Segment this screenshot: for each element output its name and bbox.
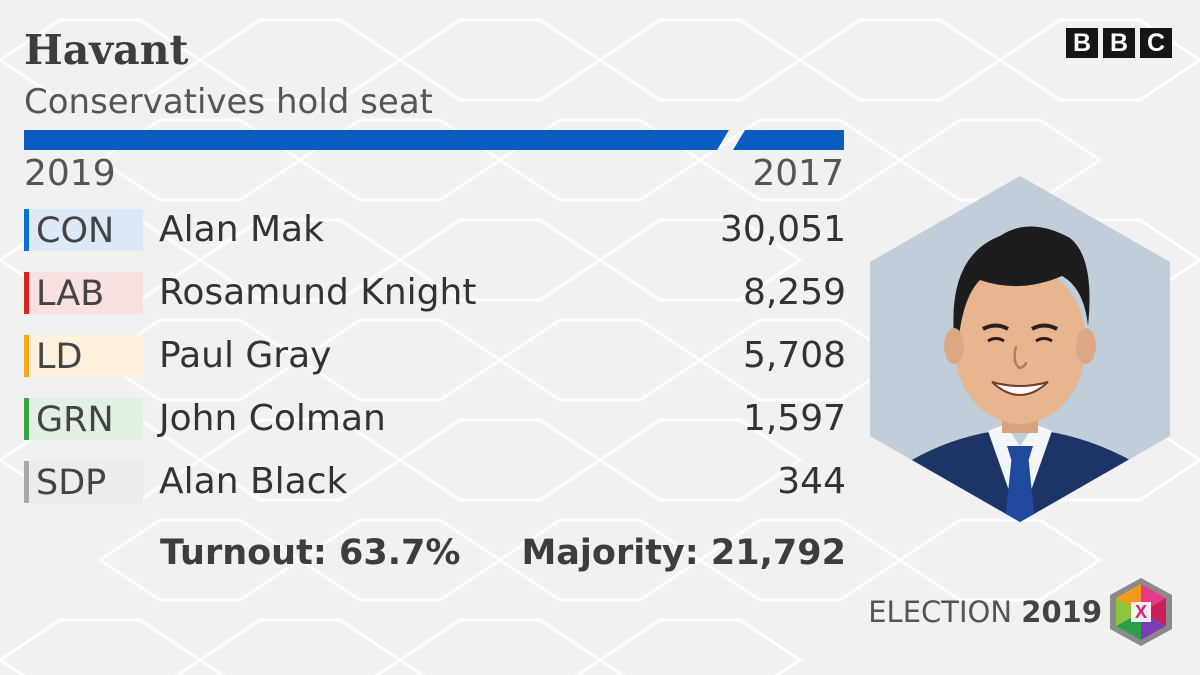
party-color-stripe: [24, 209, 29, 251]
turnout-value: Turnout: 63.7%: [160, 533, 461, 573]
candidate-votes: 30,051: [720, 209, 846, 250]
candidate-votes: 8,259: [742, 272, 846, 313]
bbc-logo: B B C: [1066, 28, 1172, 58]
candidate-row: CON Alan Mak 30,051: [24, 205, 846, 255]
bbc-letter-2: B: [1103, 28, 1135, 58]
election-year: 2019: [1021, 595, 1102, 629]
party-color-stripe: [24, 272, 29, 314]
election-word: ELECTION: [868, 595, 1013, 629]
candidate-name: Alan Mak: [159, 209, 324, 250]
candidate-votes: 344: [777, 461, 846, 502]
party-tag: CON: [24, 209, 143, 251]
constituency-title: Havant: [24, 26, 189, 74]
party-color-stripe: [24, 461, 29, 503]
party-tag: LAB: [24, 272, 143, 314]
party-code: SDP: [36, 463, 107, 503]
party-code: LD: [36, 337, 83, 377]
candidate-name: John Colman: [159, 398, 386, 439]
candidate-name: Paul Gray: [159, 335, 332, 376]
year-previous: 2017: [752, 153, 844, 194]
party-code: CON: [36, 211, 115, 251]
candidate-row: LAB Rosamund Knight 8,259: [24, 268, 846, 318]
result-subtitle: Conservatives hold seat: [24, 82, 433, 122]
candidate-row: GRN John Colman 1,597: [24, 394, 846, 444]
winning-party-bar: [24, 130, 844, 150]
candidate-portrait-icon: [870, 176, 1170, 522]
party-tag: SDP: [24, 461, 143, 503]
election-2019-label: ELECTION 2019: [868, 592, 1102, 632]
candidate-row: LD Paul Gray 5,708: [24, 331, 846, 381]
bbc-letter-3: C: [1140, 28, 1172, 58]
party-tag: GRN: [24, 398, 143, 440]
candidate-votes: 5,708: [742, 335, 846, 376]
candidate-votes: 1,597: [742, 398, 846, 439]
party-color-stripe: [24, 398, 29, 440]
party-code: GRN: [36, 400, 114, 440]
candidate-row: SDP Alan Black 344: [24, 457, 846, 507]
year-current: 2019: [24, 153, 116, 194]
bar-segment-2017: [733, 130, 844, 150]
majority-value: Majority: 21,792: [521, 533, 846, 573]
candidate-name: Alan Black: [159, 461, 348, 502]
party-color-stripe: [24, 335, 29, 377]
party-tag: LD: [24, 335, 143, 377]
candidate-name: Rosamund Knight: [159, 272, 477, 313]
election-x-logo-icon: X: [1110, 578, 1172, 646]
svg-text:X: X: [1135, 602, 1147, 622]
bbc-letter-1: B: [1066, 28, 1098, 58]
party-code: LAB: [36, 274, 105, 314]
bar-segment-2019: [24, 130, 729, 150]
